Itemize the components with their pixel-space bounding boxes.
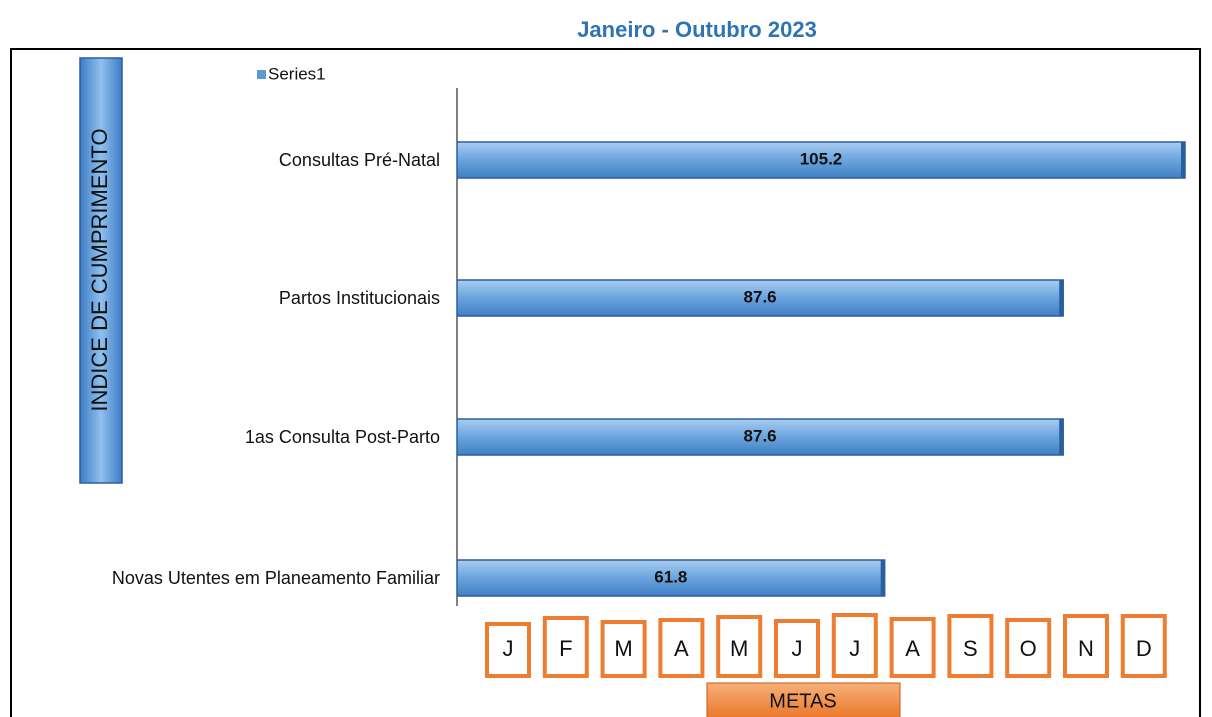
month-box	[716, 615, 763, 678]
bar	[456, 559, 886, 597]
month-label: M	[730, 636, 748, 661]
bar-shadow	[1059, 419, 1064, 455]
bar-shadow	[1181, 142, 1185, 178]
month-box	[658, 618, 705, 678]
month-label: A	[674, 636, 689, 661]
month-box	[889, 617, 936, 678]
month-label: J	[503, 636, 514, 661]
month-label: D	[1136, 636, 1152, 661]
category-label: 1as Consulta Post-Parto	[244, 427, 440, 447]
value-label: 105.2	[800, 149, 843, 168]
month-box	[947, 614, 994, 678]
category-label: Partos Institucionais	[278, 288, 440, 308]
month-label: J	[792, 636, 803, 661]
month-box	[542, 616, 589, 678]
month-label: N	[1078, 636, 1094, 661]
month-box	[1005, 618, 1052, 678]
month-box	[774, 619, 820, 678]
metas-box	[706, 682, 901, 717]
metas-label: METAS	[769, 690, 836, 712]
month-box	[600, 620, 647, 678]
month-label: F	[559, 636, 572, 661]
legend-swatch	[257, 70, 266, 79]
bar	[456, 418, 1064, 456]
bar	[456, 141, 1186, 179]
chart-title: Janeiro - Outubro 2023	[577, 17, 817, 42]
month-label: O	[1020, 636, 1037, 661]
month-label: M	[614, 636, 632, 661]
month-box	[485, 622, 531, 678]
month-label: J	[849, 636, 860, 661]
month-label: A	[905, 636, 920, 661]
legend-label: Series1	[268, 64, 326, 83]
value-label: 61.8	[654, 567, 687, 586]
month-box	[831, 613, 878, 678]
month-label: S	[963, 636, 978, 661]
category-label: Consultas Pré-Natal	[278, 150, 440, 170]
bar-shadow	[1059, 280, 1064, 316]
category-label: Novas Utentes em Planeamento Familiar	[111, 568, 440, 588]
value-label: 87.6	[744, 426, 777, 445]
frame	[10, 48, 1201, 717]
month-box	[1063, 614, 1109, 678]
y-label-box	[79, 57, 123, 484]
bar-shadow	[880, 560, 885, 596]
y-axis-label: INDICE DE CUMPRIMENTO	[87, 128, 112, 411]
bar	[456, 279, 1064, 317]
month-box	[1120, 614, 1167, 678]
value-label: 87.6	[744, 287, 777, 306]
